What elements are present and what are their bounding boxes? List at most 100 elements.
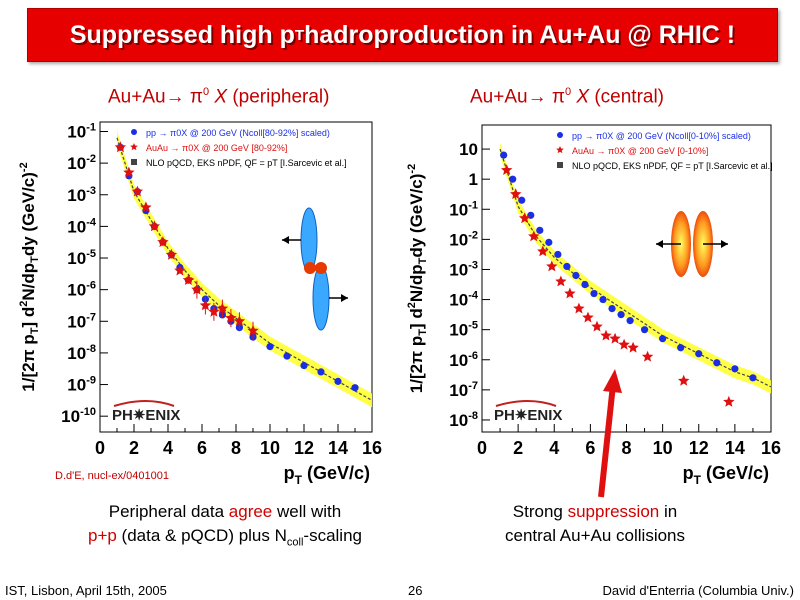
peripheral-collision-cartoon	[282, 207, 348, 331]
y-tick-label: 10-5	[449, 320, 478, 340]
auau-data-point	[140, 201, 152, 213]
pp-data-point	[266, 342, 274, 351]
y-tick-label: 10-1	[449, 199, 478, 219]
x-tick-label: 12	[689, 438, 709, 458]
caption-right-highlight: suppression	[567, 502, 660, 521]
right-subtitle: Au+Au→ π0 X (central)	[470, 86, 664, 108]
caption-left-text-2: well with	[272, 502, 342, 521]
legend-pp-label: pp → π0X @ 200 GeV (Ncoll[0-10%] scaled)	[572, 131, 751, 141]
phenix-logo: PH✷ENIX	[112, 407, 180, 424]
y-tick-label: 10-2	[67, 153, 96, 173]
plot-frame	[481, 124, 772, 433]
legend-theory-marker	[131, 159, 137, 165]
x-tick-label: 8	[231, 438, 241, 458]
x-tick-label: 12	[294, 438, 314, 458]
auau-data-point	[678, 374, 690, 386]
overlap-blob-icon	[304, 262, 316, 274]
title-sub: T	[294, 26, 305, 44]
auau-data-point	[131, 185, 144, 197]
auau-data-point	[609, 332, 621, 344]
auau-data-point	[182, 274, 195, 285]
x-tick-label: 6	[197, 438, 207, 458]
x-tick-label: 0	[95, 438, 105, 458]
reference-note: D.d'E, nucl-ex/0401001	[55, 470, 170, 482]
footer-left: IST, Lisbon, April 15th, 2005	[5, 583, 167, 598]
auau-data-point	[564, 287, 576, 299]
auau-data-point	[519, 212, 531, 224]
legend-auau-marker	[130, 143, 138, 151]
y-tick-label: 10-1	[67, 121, 96, 141]
central-chart: 0 2 4 6 8 10 12 14 16 10 1 10-1 10-2 10-3 10-4 10-5 10-6…	[406, 124, 781, 487]
auau-data-point	[537, 245, 549, 257]
overlap-blob-icon-2	[315, 262, 327, 274]
pp-data-point	[283, 352, 291, 360]
auau-data-point	[510, 188, 522, 200]
pp-data-point	[659, 335, 667, 343]
pp-data-point	[545, 238, 553, 246]
legend-theory-marker	[557, 162, 563, 168]
auau-data-point	[148, 220, 161, 232]
x-tick-label: 14	[328, 438, 348, 458]
auau-data-point	[225, 312, 237, 323]
auau-data-point	[216, 302, 229, 314]
auau-data-point	[591, 320, 603, 332]
auau-data-point	[123, 166, 135, 178]
y-tick-label: 10-7	[67, 311, 96, 331]
x-tick-label: 2	[513, 438, 523, 458]
auau-data-point	[582, 311, 594, 323]
page-number: 26	[408, 583, 423, 598]
caption-left-highlight: agree	[228, 502, 273, 521]
pp-data-point	[334, 377, 342, 385]
pp-data-point	[640, 326, 649, 334]
pp-data-point	[351, 384, 359, 392]
pp-data-point	[572, 271, 580, 280]
pp-data-point	[677, 344, 685, 352]
auau-data-point	[191, 283, 203, 295]
theory-band	[500, 142, 771, 394]
legend-theory-label: NLO pQCD, EKS nPDF, QF = pT [I.Sarcevic …	[572, 161, 773, 171]
x-tick-label: 10	[260, 438, 280, 458]
pp-data-point	[695, 350, 703, 358]
right-subtitle-pre: Au+Au→ π	[470, 86, 565, 108]
theory-band	[117, 130, 372, 408]
x-tick-label: 8	[621, 438, 631, 458]
theory-curve	[116, 137, 373, 401]
caption-left-text-4: -scaling	[303, 526, 362, 545]
phenix-logo-arc	[113, 400, 175, 407]
legend-auau-label: AuAu → π0X @ 200 GeV [80-92%]	[146, 143, 287, 153]
y-tick-label: 10-6	[67, 280, 96, 300]
caption-left-text-3: (data & pQCD) plus N	[116, 526, 287, 545]
right-subtitle-x: X	[571, 86, 590, 108]
x-tick-label: 4	[549, 438, 559, 458]
pp-data-point	[518, 196, 526, 204]
y-tick-label: 10-4	[67, 216, 97, 236]
legend-pp-label: pp → π0X @ 200 GeV (Ncoll[80-92%] scaled…	[146, 128, 330, 138]
right-subtitle-rest: (central)	[589, 86, 665, 108]
auau-data-point	[641, 350, 654, 362]
x-tick-label: 6	[585, 438, 595, 458]
x-axis-label: pT (GeV/c)	[683, 463, 769, 487]
caption-right-text-2: in	[659, 502, 678, 521]
pp-data-point	[590, 289, 598, 298]
legend-pp-marker	[557, 132, 563, 138]
y-tick-label: 10-3	[67, 185, 96, 205]
auau-data-point	[208, 305, 220, 317]
left-subtitle-pre: Au+Au→ π	[108, 86, 203, 108]
auau-data-point	[247, 324, 259, 336]
left-subtitle-rest: (peripheral)	[227, 86, 330, 108]
x-axis-label: pT (GeV/c)	[284, 463, 370, 487]
legend-theory-label: NLO pQCD, EKS nPDF, QF = pT [I.Sarcevic …	[146, 158, 347, 168]
auau-data-point	[546, 260, 558, 272]
y-tick-label: 1	[469, 170, 478, 189]
caption-left-text: Peripheral data	[108, 502, 229, 521]
title-main: Suppressed high p	[69, 20, 295, 49]
y-tick-label: 10-6	[449, 350, 478, 370]
legend-auau-marker	[556, 146, 564, 154]
x-tick-label: 14	[725, 438, 745, 458]
auau-data-point	[501, 164, 513, 175]
caption-left-sub: coll	[286, 536, 304, 549]
pp-data-point	[608, 304, 616, 313]
caption-right-line2: central Au+Au collisions	[504, 526, 686, 545]
pp-data-point	[731, 365, 739, 373]
y-tick-label: 10-3	[449, 259, 478, 279]
